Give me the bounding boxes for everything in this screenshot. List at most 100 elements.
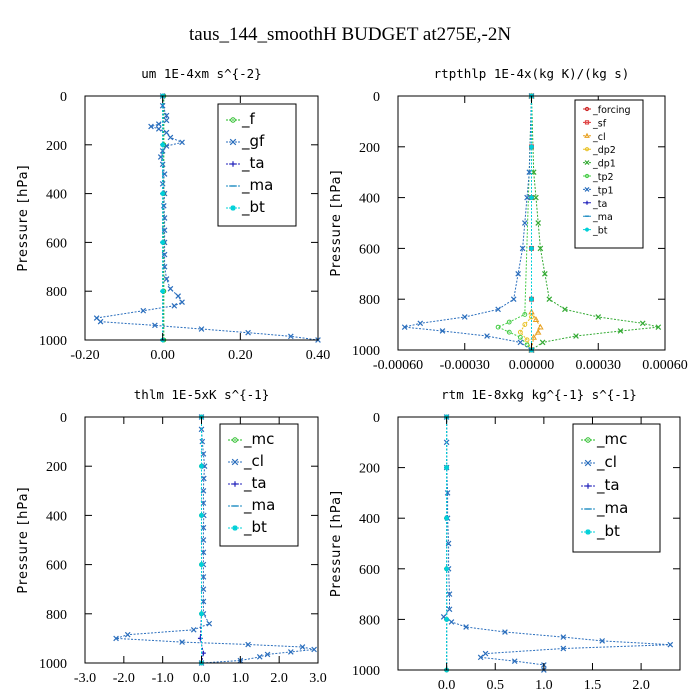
panel-title: rtpthlp 1E-4x(kg K)/(kg s) bbox=[434, 66, 630, 81]
data-point bbox=[179, 299, 185, 306]
legend-label: _gf bbox=[241, 132, 265, 151]
series-gf bbox=[93, 93, 321, 343]
data-point bbox=[534, 328, 542, 335]
y-tick-label: 400 bbox=[46, 188, 67, 203]
y-tick-label: 0 bbox=[373, 90, 380, 105]
data-point bbox=[198, 326, 205, 332]
x-tick-label: 0.20 bbox=[228, 348, 253, 363]
x-tick-label: 1.0 bbox=[232, 671, 250, 686]
data-point bbox=[201, 475, 207, 482]
data-point bbox=[573, 333, 579, 339]
panel-4: rtm 1E-8xkg kg^{-1} s^{-1} Pressure [hPa]… bbox=[329, 387, 681, 693]
legend-label: _cl bbox=[243, 452, 264, 471]
legend-entry: _dp1 bbox=[583, 159, 616, 170]
legend-entry: _bt bbox=[583, 226, 608, 237]
legend-entry: _ta bbox=[583, 199, 607, 210]
data-point bbox=[560, 645, 567, 652]
legend-label: _sf bbox=[592, 118, 607, 129]
panel-title: um 1E-4xm s^{-2} bbox=[141, 66, 261, 81]
x-tick-label: -0.00060 bbox=[373, 358, 423, 373]
legend-entry: _ma bbox=[228, 496, 275, 515]
data-point bbox=[163, 276, 170, 282]
data-point bbox=[502, 629, 508, 635]
data-point bbox=[287, 649, 294, 655]
data-point bbox=[199, 562, 204, 567]
data-point bbox=[113, 635, 119, 642]
x-tick-label: 0.0 bbox=[193, 671, 211, 686]
data-point bbox=[152, 322, 158, 329]
x-tick-label: 1.5 bbox=[584, 678, 602, 693]
y-axis-label: Pressure [hPa] bbox=[16, 164, 31, 271]
data-point bbox=[140, 307, 147, 314]
series-line bbox=[531, 95, 659, 351]
y-tick-label: 400 bbox=[359, 192, 380, 207]
data-point bbox=[167, 285, 174, 292]
x-tick-label: 0.00030 bbox=[576, 358, 622, 373]
data-point bbox=[200, 586, 207, 593]
data-point bbox=[517, 334, 523, 340]
legend-entry: _ta bbox=[228, 474, 267, 493]
x-tick-label: 0.5 bbox=[486, 678, 504, 693]
legend-label: _ta bbox=[243, 474, 267, 493]
data-point bbox=[167, 134, 174, 141]
data-point bbox=[560, 634, 567, 640]
series-line bbox=[404, 95, 532, 351]
x-tick-label: 0.00000 bbox=[509, 358, 555, 373]
y-tick-label: 400 bbox=[46, 509, 67, 524]
legend-label: _f bbox=[241, 110, 256, 129]
data-point bbox=[506, 329, 512, 335]
data-point bbox=[199, 463, 204, 469]
legend-entry: _forcing bbox=[583, 105, 631, 116]
data-point bbox=[163, 129, 170, 136]
legend-label: _dp1 bbox=[592, 159, 616, 170]
legend-label: _mc bbox=[596, 430, 627, 449]
data-point bbox=[617, 328, 624, 334]
data-point bbox=[190, 626, 197, 633]
legend: _mc _cl _ta _ma _bt bbox=[572, 423, 661, 553]
data-point bbox=[439, 328, 446, 334]
series-tp2 bbox=[495, 93, 534, 353]
y-axis-label: Pressure [hPa] bbox=[329, 169, 344, 276]
data-point bbox=[529, 314, 534, 320]
data-point bbox=[461, 314, 468, 320]
x-tick-label: -0.20 bbox=[70, 348, 99, 363]
data-point bbox=[161, 202, 167, 209]
data-point bbox=[417, 320, 424, 327]
data-point bbox=[299, 644, 306, 650]
page-title: taus_144_smoothH BUDGET at275E,-2N bbox=[189, 24, 511, 45]
x-tick-label: -2.0 bbox=[113, 671, 135, 686]
data-point bbox=[256, 654, 263, 660]
legend-entry: _tp2 bbox=[583, 172, 614, 183]
legend-label: _ta bbox=[241, 154, 265, 173]
data-point bbox=[179, 139, 185, 146]
data-point bbox=[463, 624, 469, 630]
data-point bbox=[179, 639, 185, 645]
legend-entry: _bt bbox=[228, 518, 267, 537]
data-point bbox=[517, 339, 524, 346]
series-line bbox=[115, 417, 315, 664]
data-point bbox=[245, 641, 251, 648]
legend-label: _bt bbox=[592, 226, 608, 237]
data-point bbox=[539, 339, 546, 346]
y-tick-label: 0 bbox=[373, 411, 380, 426]
legend-label: _ma bbox=[243, 496, 275, 515]
data-point bbox=[160, 142, 166, 148]
data-point bbox=[161, 251, 168, 258]
legend-label: _ta bbox=[592, 199, 607, 210]
x-tick-label: 3.0 bbox=[309, 671, 327, 686]
data-point bbox=[401, 324, 408, 330]
data-point bbox=[161, 171, 168, 177]
data-point bbox=[287, 333, 294, 340]
legend-entry: _ma bbox=[226, 176, 273, 195]
data-point bbox=[171, 303, 178, 309]
y-axis-label: Pressure [hPa] bbox=[329, 490, 344, 597]
data-point bbox=[599, 638, 606, 644]
legend: _f _gf _ta _ma _bt bbox=[217, 103, 297, 227]
legend-entry: _cl bbox=[583, 132, 606, 143]
data-point bbox=[446, 606, 453, 613]
data-point bbox=[245, 329, 251, 336]
data-point bbox=[495, 324, 501, 330]
panel-title: thlm 1E-5xK s^{-1} bbox=[134, 387, 269, 402]
data-point bbox=[517, 329, 523, 335]
